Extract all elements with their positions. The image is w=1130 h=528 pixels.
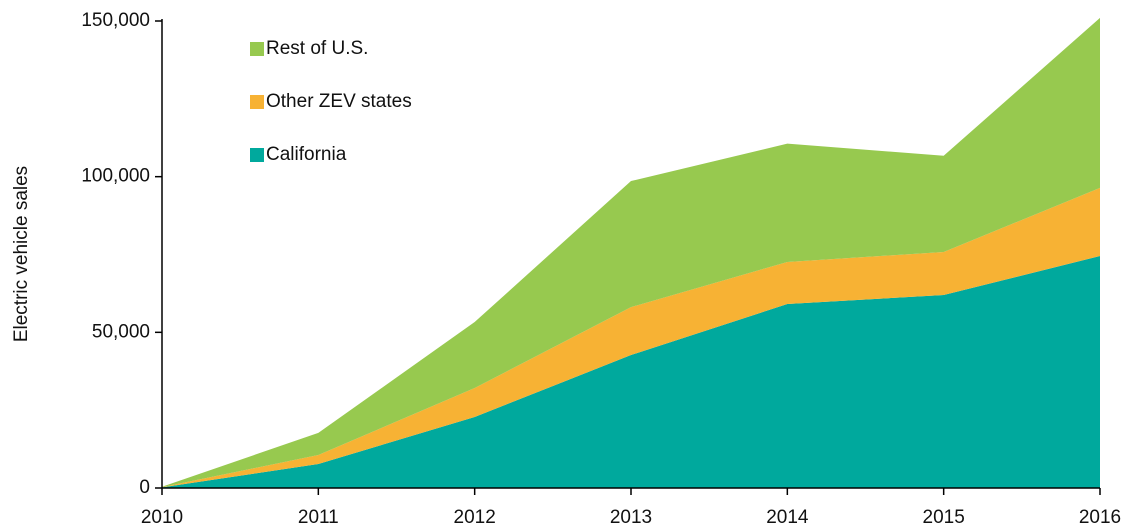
y-tick-label: 50,000 bbox=[92, 321, 150, 342]
x-tick-label: 2013 bbox=[610, 507, 652, 528]
area bbox=[162, 187, 1100, 488]
x-tick-label: 2016 bbox=[1079, 507, 1121, 528]
legend-swatch bbox=[250, 95, 264, 109]
legend-swatch bbox=[250, 42, 264, 56]
x-tick-label: 2011 bbox=[298, 507, 339, 528]
y-tick-label: 150,000 bbox=[81, 10, 150, 31]
legend-swatch bbox=[250, 148, 264, 162]
area bbox=[162, 256, 1100, 488]
y-tick-label: 0 bbox=[139, 477, 150, 498]
y-axis-label: Electric vehicle sales bbox=[11, 166, 32, 342]
legend-label: California bbox=[266, 144, 347, 165]
x-tick-label: 2010 bbox=[141, 507, 183, 528]
x-tick-label: 2015 bbox=[923, 507, 965, 528]
x-tick-label: 2012 bbox=[454, 507, 496, 528]
y-tick-label: 100,000 bbox=[81, 166, 150, 187]
legend-label: Rest of U.S. bbox=[266, 38, 368, 59]
legend-label: Other ZEV states bbox=[266, 91, 412, 112]
x-tick-label: 2014 bbox=[766, 507, 809, 528]
area bbox=[162, 17, 1100, 488]
